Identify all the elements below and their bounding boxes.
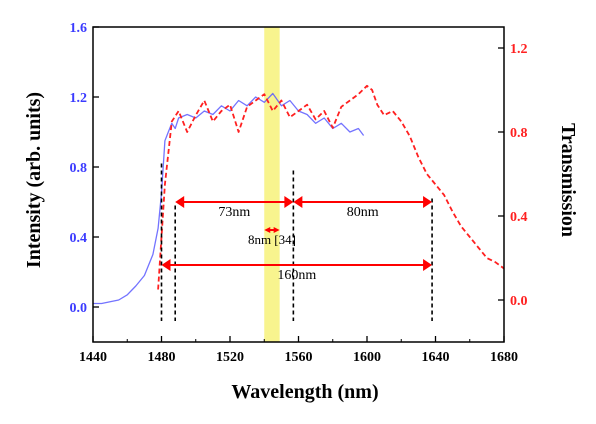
annotation-label: 80nm — [347, 205, 379, 220]
y-right-tick-label: 1.2 — [510, 42, 528, 57]
arrow-head-left — [264, 227, 271, 233]
y-left-tick-label: 1.2 — [70, 91, 88, 106]
arrow-head-right — [423, 196, 433, 208]
highlight-band — [264, 27, 280, 342]
arrow-head-left — [161, 259, 171, 271]
transmission-line — [157, 84, 505, 290]
x-tick-label: 1560 — [285, 350, 313, 365]
arrow-head-right — [273, 227, 280, 233]
annotation-label: 160nm — [277, 268, 316, 283]
x-tick-label: 1640 — [422, 350, 450, 365]
x-tick-label: 1520 — [216, 350, 244, 365]
y-left-tick-label: 0.0 — [70, 301, 88, 316]
y-right-axis-title: Transmission — [557, 123, 579, 237]
arrow-head-right — [423, 259, 433, 271]
y-left-tick-label: 1.6 — [70, 21, 88, 36]
y-right-tick-label: 0.8 — [510, 126, 528, 141]
x-axis-title: Wavelength (nm) — [231, 381, 378, 403]
x-tick-label: 1440 — [79, 350, 107, 365]
y-right-tick-label: 0.0 — [510, 294, 528, 309]
y-left-tick-label: 0.8 — [70, 161, 88, 176]
arrow-head-left — [175, 196, 185, 208]
x-tick-label: 1680 — [490, 350, 518, 365]
x-tick-label: 1480 — [148, 350, 176, 365]
annotation-label: 73nm — [218, 205, 250, 220]
y-left-tick-label: 0.4 — [70, 231, 88, 246]
plot-frame — [92, 26, 505, 343]
arrow-head-right — [284, 196, 294, 208]
y-left-axis-title: Intensity (arb. units) — [23, 92, 45, 268]
intensity-line — [93, 92, 365, 305]
annotation-label: 8nm [34] — [248, 232, 296, 247]
x-tick-label: 1600 — [353, 350, 381, 365]
arrow-head-left — [293, 196, 303, 208]
y-right-tick-label: 0.4 — [510, 210, 528, 225]
